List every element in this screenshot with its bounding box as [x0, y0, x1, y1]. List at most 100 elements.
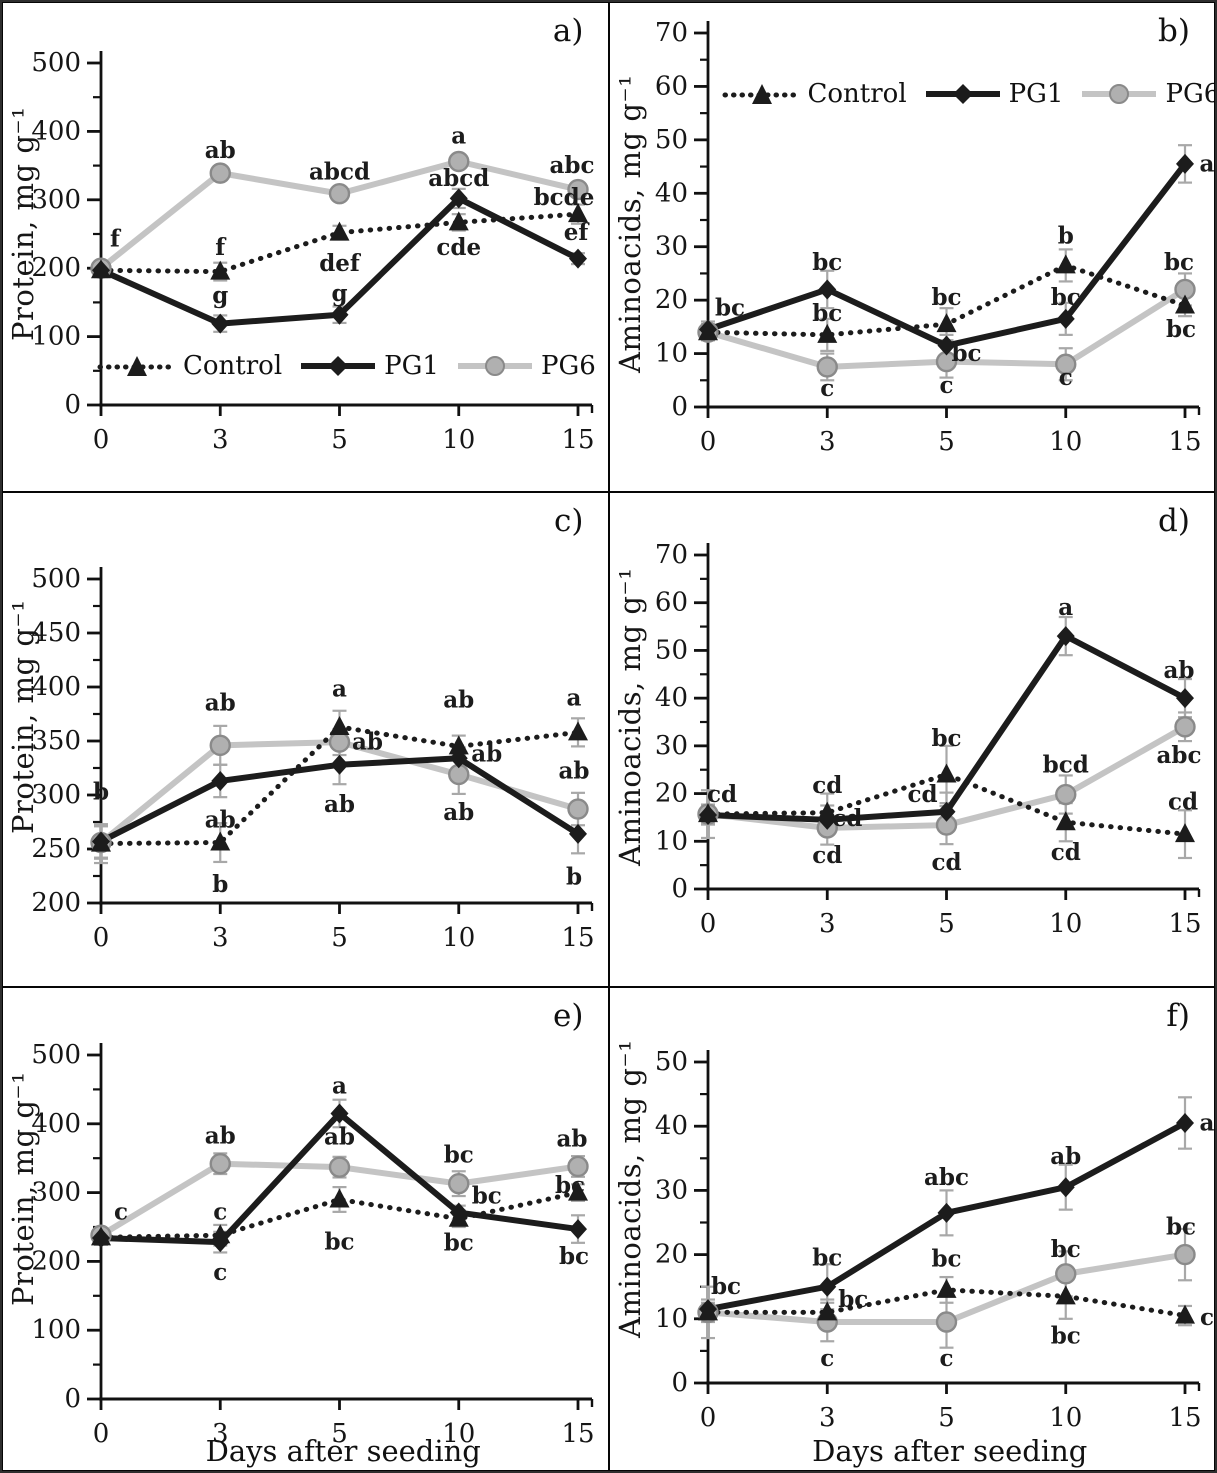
- significance-letter: ab: [205, 806, 236, 833]
- series-marker-control: [936, 313, 956, 333]
- panel-b-y-axis-title: Aminoacids, mg g⁻¹: [612, 74, 647, 374]
- significance-letter: bc: [559, 1243, 589, 1270]
- significance-letter: bc: [1165, 316, 1195, 343]
- significance-letter: ab: [443, 686, 474, 713]
- series-marker-pg6: [209, 734, 231, 757]
- significance-letter: f: [215, 234, 227, 261]
- significance-letter: b: [93, 778, 109, 805]
- series-marker-control: [210, 831, 231, 851]
- panel-c-y-axis-title: Protein, mg g⁻¹: [6, 599, 40, 834]
- significance-letter: c: [1199, 1304, 1213, 1331]
- legend-label-pg1: PG1: [1008, 79, 1064, 109]
- y-tick-label: 500: [31, 48, 81, 78]
- series-marker-pg6: [935, 1311, 957, 1333]
- panel-f-label: f): [1166, 998, 1190, 1034]
- significance-letter: bc: [714, 295, 744, 322]
- series-marker-control: [697, 321, 718, 341]
- series-marker-control: [1174, 1304, 1195, 1324]
- series-marker-control: [936, 763, 956, 783]
- x-tick-label: 15: [561, 923, 594, 953]
- pg1-legend-marker-icon: [298, 353, 378, 379]
- panel-f-y-axis-title: Aminoacids, mg g⁻¹: [612, 1039, 647, 1339]
- y-tick-label: 400: [31, 1109, 81, 1139]
- series-marker-pg6: [1054, 783, 1076, 806]
- series-marker-control: [1174, 823, 1195, 843]
- panel-b: Aminoacids, mg g⁻¹ b) Control PG1 PG6 0 1…: [608, 2, 1215, 492]
- pg6-legend-marker-icon: [1079, 81, 1159, 107]
- x-tick-label: 0: [699, 1403, 716, 1433]
- series-marker-control: [697, 1301, 718, 1321]
- significance-letter: cde: [436, 234, 481, 261]
- significance-letter: c: [1058, 364, 1072, 391]
- significance-letter: c: [939, 372, 953, 399]
- series-marker-pg6: [448, 150, 470, 173]
- series-marker-pg6: [448, 1172, 470, 1195]
- series-marker-pg1: [1056, 1177, 1075, 1198]
- series-marker-pg1: [1056, 626, 1075, 647]
- significance-letter: a: [451, 123, 466, 150]
- x-tick-label: 5: [938, 427, 955, 457]
- significance-letter: bc: [444, 1229, 474, 1256]
- panel-c-label: c): [554, 503, 584, 539]
- panel-b-plot-area: 0 10 20 30 40 50 60 70 0 3 5 10 15 bc bc bc c bc bc c b bc c a b…: [610, 3, 1214, 491]
- panel-f-plot-area: 0 10 20 30 40 50 0 3 5 10 15 bc bc bc c abc bc c ab bc bc a bc…: [610, 988, 1214, 1470]
- x-tick-label: 3: [818, 909, 835, 939]
- panel-e-label: e): [553, 998, 584, 1034]
- significance-letter: cd: [931, 849, 961, 876]
- series-marker-control: [1055, 254, 1076, 274]
- x-tick-label: 0: [699, 427, 716, 457]
- panel-b-label: b): [1158, 13, 1190, 49]
- significance-letter: bcd: [1042, 751, 1088, 778]
- y-tick-label: 500: [31, 1040, 81, 1070]
- legend-label-pg6: PG6: [540, 351, 596, 381]
- series-marker-pg6: [567, 178, 589, 201]
- significance-letter: a: [567, 684, 582, 711]
- series-marker-pg1: [569, 1219, 587, 1240]
- series-marker-pg1: [330, 1103, 349, 1124]
- panel-e-x-axis-title: Days after seeding: [205, 1434, 481, 1468]
- panel-a-label: a): [552, 13, 584, 49]
- series-marker-control: [329, 221, 350, 241]
- significance-letter: f: [110, 225, 122, 252]
- control-legend-marker-icon: [722, 81, 802, 107]
- significance-letter: abc: [1156, 742, 1201, 769]
- series-marker-pg1: [937, 1202, 955, 1223]
- significance-letter: def: [319, 250, 362, 277]
- series-marker-control: [816, 1301, 837, 1321]
- significance-letter: a: [1058, 594, 1073, 621]
- significance-letter: c: [213, 1259, 227, 1286]
- series-marker-control: [448, 735, 469, 755]
- y-tick-label: 300: [31, 780, 81, 810]
- series-marker-pg6: [328, 1156, 351, 1178]
- y-tick-label: 20: [654, 779, 687, 809]
- legend-label-pg6: PG6: [1165, 79, 1215, 109]
- significance-letter: cd: [1050, 839, 1080, 866]
- series-marker-pg1: [330, 754, 349, 775]
- x-tick-label: 0: [93, 923, 110, 953]
- series-marker-pg6: [567, 1155, 589, 1178]
- series-marker-pg1: [330, 304, 349, 325]
- significance-letter: ab: [205, 137, 236, 164]
- panel-e-y-axis-title: Protein, mg g⁻¹: [6, 1071, 40, 1307]
- significance-letter: bc: [812, 300, 842, 327]
- y-tick-label: 200: [31, 888, 81, 918]
- series-marker-pg1: [211, 313, 230, 334]
- series-marker-pg1: [1175, 1112, 1194, 1133]
- pg1-legend-marker-icon: [923, 81, 1003, 107]
- y-tick-label: 250: [31, 834, 81, 864]
- series-marker-control: [210, 260, 231, 280]
- panel-a-legend: Control PG1 PG6: [97, 351, 608, 381]
- panel-d-y-axis-title: Aminoacids, mg g⁻¹: [612, 567, 647, 866]
- y-tick-label: 40: [654, 683, 687, 713]
- legend-marker-pg6: [484, 356, 505, 376]
- significance-letter: bc: [1050, 1323, 1080, 1350]
- x-tick-label: 10: [1049, 427, 1082, 457]
- significance-letter: a: [332, 676, 347, 703]
- significance-letter: bc: [812, 249, 842, 276]
- legend-marker-pg6: [1109, 84, 1130, 104]
- x-tick-label: 3: [818, 1403, 835, 1433]
- y-tick-label: 50: [654, 125, 687, 155]
- series-marker-pg1: [937, 335, 955, 356]
